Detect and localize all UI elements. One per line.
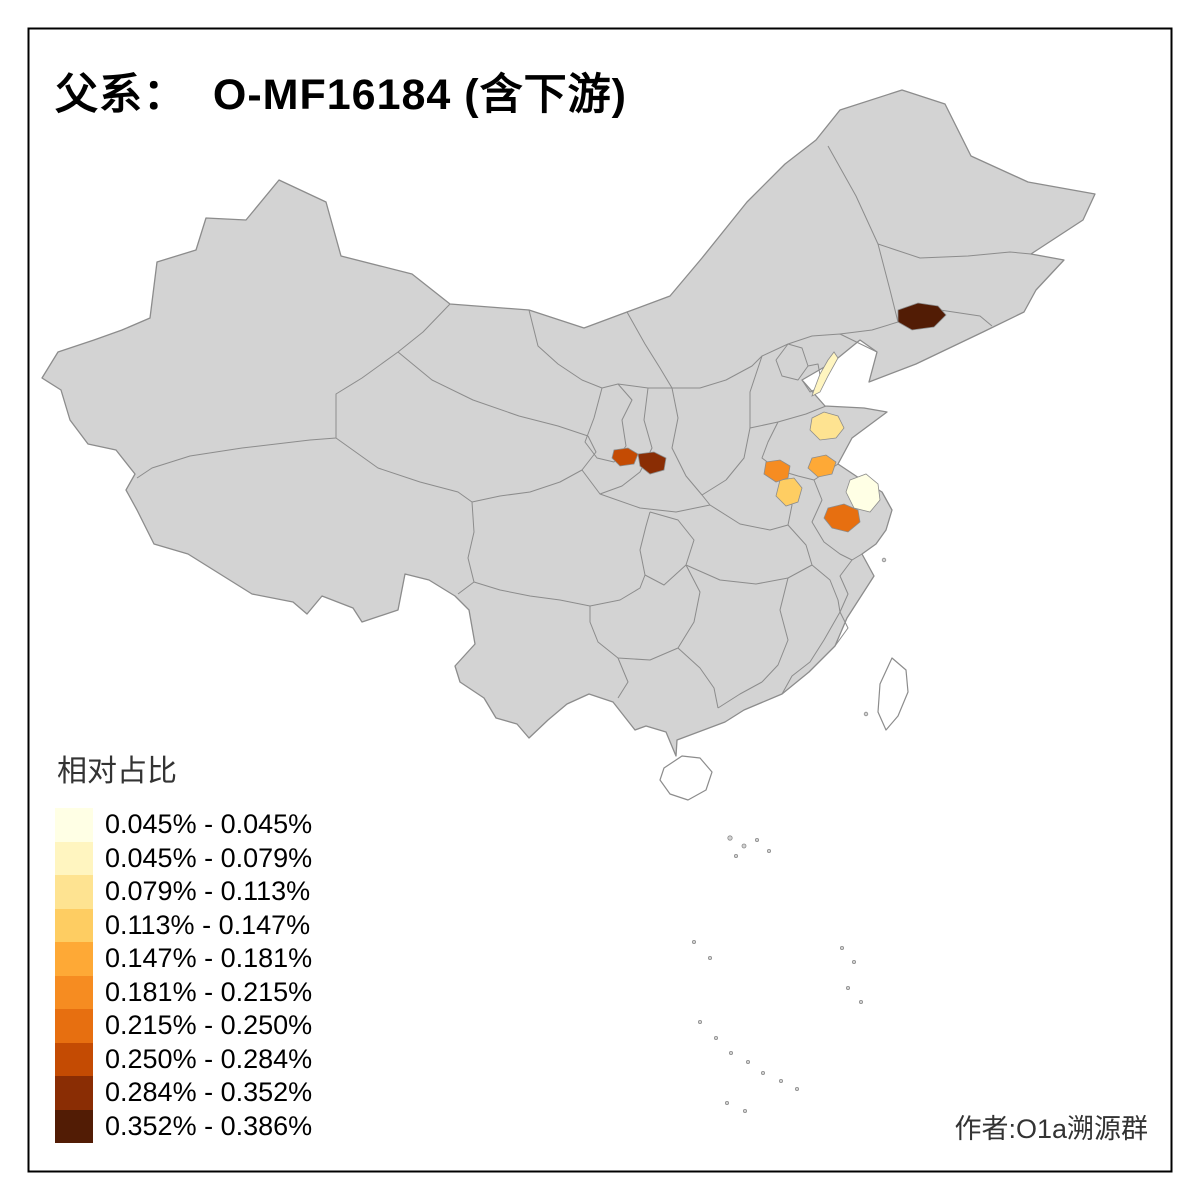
region-central-jiangsu [823, 503, 861, 533]
legend-swatch [55, 1009, 93, 1043]
legend-row: 0.250% - 0.284% [55, 1042, 313, 1076]
province-borders [136, 145, 1032, 709]
plot-frame [27, 27, 1173, 1173]
region-shandong-south [807, 454, 837, 478]
region-hebei-tangshan [811, 351, 839, 397]
region-liaoning-dark [897, 302, 947, 331]
legend-label: 0.181% - 0.215% [105, 976, 313, 1007]
legend-swatch [55, 942, 93, 976]
legend-row: 0.181% - 0.215% [55, 975, 313, 1009]
legend-row: 0.215% - 0.250% [55, 1009, 312, 1043]
legend-swatch [55, 908, 93, 942]
legend-swatch [55, 975, 93, 1009]
legend-label: 0.352% - 0.386% [105, 1110, 313, 1141]
legend-swatch [55, 1109, 93, 1143]
legend-row: 0.045% - 0.045% [55, 808, 312, 842]
region-east-gansu-east [637, 451, 667, 475]
legend-swatch [55, 808, 93, 842]
legend-swatch [55, 875, 93, 909]
region-north-anhui [775, 477, 803, 507]
region-east-gansu-west [611, 447, 639, 467]
south-china-sea-islets [692, 557, 887, 1114]
legend-row: 0.045% - 0.079% [55, 841, 313, 875]
legend-label: 0.215% - 0.250% [105, 1010, 313, 1041]
island-shapes [659, 657, 909, 801]
legend-swatch [55, 841, 93, 875]
legend-row: 0.284% - 0.352% [55, 1076, 312, 1110]
region-coastal-jiangsu [845, 473, 881, 513]
hainan-island-shape [659, 755, 713, 801]
region-shandong-north [809, 411, 845, 441]
mainland-china-shape [41, 89, 1096, 757]
legend-row: 0.079% - 0.113% [55, 875, 312, 909]
taiwan-island-shape [877, 657, 909, 731]
legend-row: 0.147% - 0.181% [55, 942, 312, 976]
legend-label: 0.147% - 0.181% [105, 943, 313, 974]
legend-title: 相对占比 [57, 755, 177, 788]
legend-swatch [55, 1042, 93, 1076]
region-east-henan [763, 459, 791, 483]
highlighted-regions [611, 302, 947, 533]
legend-label: 0.250% - 0.284% [105, 1043, 313, 1074]
map-title: 父系： O-MF16184 (含下游) [55, 71, 627, 119]
legend-row: 0.113% - 0.147% [55, 908, 312, 942]
legend-label: 0.113% - 0.147% [105, 909, 311, 940]
legend-swatch [55, 1076, 93, 1110]
legend: 相对占比 0.045% - 0.045% 0.045% - 0.079% 0.0… [55, 746, 312, 1143]
legend-row: 0.352% - 0.386% [55, 1109, 313, 1143]
legend-label: 0.079% - 0.113% [105, 876, 311, 907]
legend-label: 0.284% - 0.352% [105, 1077, 313, 1108]
legend-label: 0.045% - 0.079% [105, 842, 313, 873]
author-credit: 作者:O1a溯源群 [954, 1114, 1148, 1144]
legend-label: 0.045% - 0.045% [105, 809, 313, 840]
